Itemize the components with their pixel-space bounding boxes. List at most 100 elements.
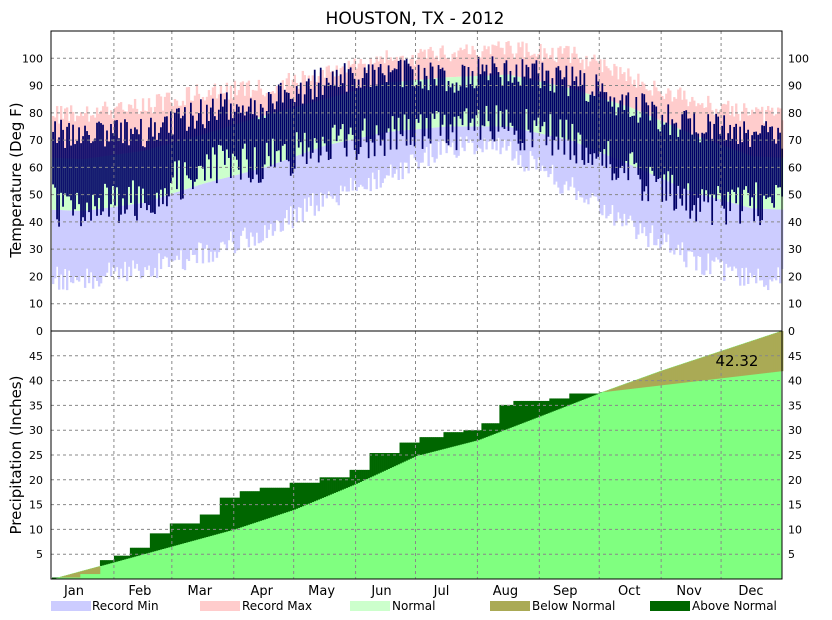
legend: Record Min Record Max Normal Below Normal Ab… [51, 599, 777, 613]
actual-temp-bar [152, 136, 154, 213]
record-min-bar [627, 163, 630, 220]
actual-temp-bar [311, 99, 314, 153]
record-min-bar [745, 206, 748, 268]
actual-temp-bar [545, 70, 548, 146]
record-min-bar [495, 126, 498, 151]
above-normal-bar [319, 477, 322, 499]
above-normal-bar [541, 400, 544, 416]
actual-temp-bar [285, 92, 288, 160]
actual-temp-bar [333, 84, 336, 125]
actual-temp-bar [675, 122, 678, 209]
record-min-bar [343, 141, 346, 187]
actual-temp-bar [205, 104, 208, 155]
record-min-bar [739, 205, 742, 286]
above-normal-bar [511, 404, 514, 428]
actual-temp-bar [82, 136, 84, 218]
actual-temp-bar [399, 59, 402, 135]
record-max-bar [479, 57, 482, 76]
temp-tick-label-right: 30 [788, 243, 802, 256]
record-min-bar [391, 131, 394, 178]
above-normal-bar [489, 423, 492, 436]
above-normal-bar [145, 547, 149, 554]
below-normal-bar [653, 373, 656, 387]
actual-temp-bar [499, 77, 502, 111]
record-max-bar [193, 95, 197, 137]
normal-range-bar [211, 131, 215, 182]
record-min-bar [163, 195, 167, 257]
below-normal-bar [611, 388, 614, 392]
above-normal-bar [283, 487, 287, 513]
actual-temp-bar [247, 106, 250, 178]
record-min-bar [277, 162, 281, 222]
above-normal-bar [421, 437, 424, 455]
actual-temp-bar [154, 122, 156, 214]
actual-temp-bar [393, 68, 396, 130]
record-min-bar [81, 211, 85, 278]
record-min-bar [119, 205, 123, 269]
below-normal-bar [761, 337, 764, 374]
above-normal-bar [54, 577, 57, 579]
record-min-bar [187, 188, 191, 261]
actual-temp-bar [727, 133, 730, 192]
actual-temp-bar [659, 131, 662, 179]
precip-departure-bars [52, 331, 784, 579]
record-min-bar [63, 210, 67, 269]
actual-temp-bar [635, 97, 638, 163]
below-normal-bar [665, 369, 668, 385]
record-min-bar [481, 126, 484, 153]
above-normal-bar [509, 404, 512, 428]
record-max-bar [689, 101, 692, 134]
actual-temp-bar [421, 88, 424, 149]
record-min-bar [289, 157, 293, 207]
above-normal-bar [501, 404, 504, 431]
actual-temp-bar [717, 116, 720, 187]
record-min-bar [363, 136, 366, 190]
record-max-bar [303, 75, 306, 105]
record-min-bar [191, 186, 195, 255]
record-min-bar [733, 203, 736, 267]
actual-temp-bar [655, 106, 658, 182]
above-normal-bar [379, 453, 382, 473]
record-max-bar [627, 68, 630, 107]
actual-temp-bar [775, 143, 777, 185]
record-max-bar [527, 51, 530, 80]
actual-temp-bar [721, 125, 724, 206]
record-max-bar [259, 88, 263, 117]
actual-temp-bar [601, 83, 604, 166]
record-min-bar [319, 147, 322, 193]
record-min-bar [679, 186, 682, 256]
actual-temp-bar [473, 88, 476, 131]
below-normal-bar [733, 346, 736, 377]
actual-temp-bar [213, 116, 216, 155]
record-min-bar [549, 135, 552, 175]
normal-range-bar [213, 130, 217, 181]
below-normal-bar [779, 331, 782, 372]
actual-temp-bar [365, 73, 368, 143]
temp-tick-label-right: 100 [788, 52, 809, 65]
record-max-bar [529, 55, 532, 80]
record-min-bar [227, 176, 231, 241]
actual-temp-bar [86, 131, 88, 203]
record-max-bar [233, 80, 237, 125]
record-min-bar [659, 177, 662, 249]
record-min-bar [131, 204, 135, 261]
actual-temp-bar [178, 108, 180, 161]
actual-temp-bar [217, 109, 220, 145]
actual-temp-bar [293, 102, 296, 169]
above-normal-bar [581, 393, 584, 400]
actual-temp-bar [617, 107, 620, 178]
below-normal-bar [713, 353, 716, 380]
above-normal-bar [337, 477, 340, 492]
record-min-bar [223, 177, 227, 245]
record-min-bar [147, 200, 151, 266]
record-min-bar [735, 203, 738, 269]
above-normal-bar [339, 477, 342, 491]
above-normal-bar [459, 432, 462, 445]
record-min-bar [667, 181, 670, 235]
record-min-bar [477, 126, 480, 148]
record-max-bar [611, 75, 614, 102]
above-normal-bar [303, 482, 306, 506]
above-normal-bar [547, 400, 550, 414]
record-min-bar [553, 136, 556, 185]
record-max-bar [281, 80, 285, 111]
